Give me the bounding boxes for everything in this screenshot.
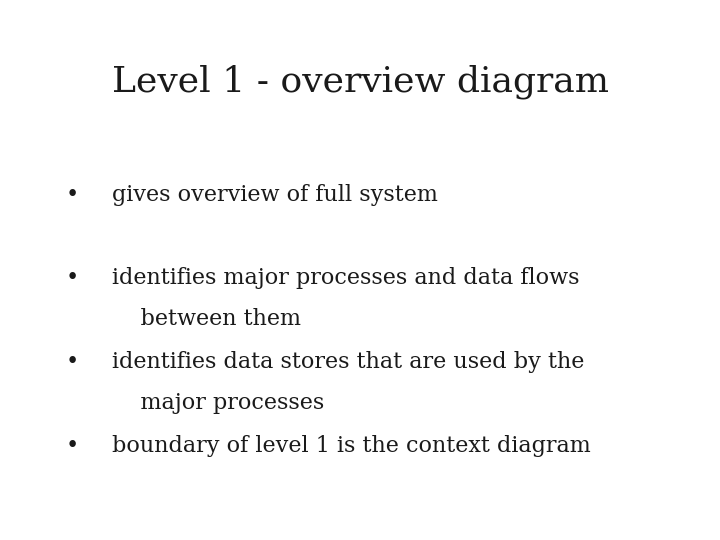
Text: •: • xyxy=(66,435,78,457)
Text: •: • xyxy=(66,267,78,289)
Text: major processes: major processes xyxy=(112,392,324,414)
Text: boundary of level 1 is the context diagram: boundary of level 1 is the context diagr… xyxy=(112,435,590,457)
Text: •: • xyxy=(66,184,78,206)
Text: between them: between them xyxy=(112,308,301,330)
Text: identifies major processes and data flows: identifies major processes and data flow… xyxy=(112,267,579,289)
Text: Level 1 - overview diagram: Level 1 - overview diagram xyxy=(112,65,608,99)
Text: identifies data stores that are used by the: identifies data stores that are used by … xyxy=(112,351,584,373)
Text: •: • xyxy=(66,351,78,373)
Text: gives overview of full system: gives overview of full system xyxy=(112,184,438,206)
